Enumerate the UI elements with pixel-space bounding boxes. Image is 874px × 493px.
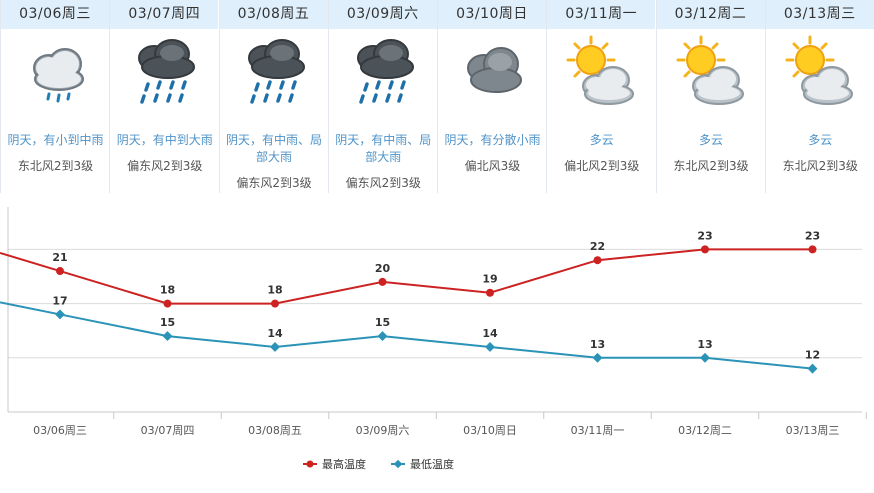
data-point	[486, 288, 494, 297]
data-label: 14	[482, 327, 498, 340]
data-point	[593, 256, 602, 265]
forecast-condition: 多云	[698, 133, 723, 147]
forecast-condition: 阴天，有中雨、局部大雨	[335, 133, 432, 164]
forecast-strip: 03/06周三 阴天，有小到中雨 东北风2到3级 03/07周四 阴天，有中到大雨 偏东风…	[0, 0, 874, 195]
data-label: 14	[267, 327, 283, 340]
series-line	[0, 301, 813, 370]
data-label: 22	[590, 240, 605, 253]
x-tick-label: 03/07周四	[141, 424, 195, 437]
data-label: 15	[375, 316, 390, 329]
x-tick-label: 03/11周一	[571, 424, 625, 437]
forecast-condition: 多云	[808, 133, 833, 147]
cloud-heavy-rain-icon	[128, 34, 202, 108]
data-point	[485, 341, 495, 352]
data-point	[271, 299, 279, 308]
data-point	[808, 245, 817, 254]
x-tick-label: 03/12周二	[678, 424, 732, 437]
forecast-wind: 偏东风2到3级	[127, 159, 203, 173]
data-label: 12	[805, 349, 820, 362]
data-label: 20	[375, 262, 391, 275]
cloud-heavy-rain-icon	[347, 34, 421, 108]
forecast-day: 03/06周三阴天，有小到中雨 东北风2到3级	[0, 0, 109, 193]
forecast-condition: 多云	[589, 133, 614, 147]
data-label: 13	[697, 338, 712, 351]
overcast-cloud-icon	[456, 34, 530, 108]
data-label: 19	[482, 273, 497, 286]
forecast-date: 03/11周一	[547, 0, 656, 29]
series-line	[0, 248, 813, 305]
temperature-chart-svg: 03/06周三 03/07周四 03/08周五 03/09周六 03/10周日 03/11…	[0, 207, 867, 471]
data-label: 18	[267, 284, 282, 297]
forecast-wind: 偏东风2到3级	[236, 176, 312, 190]
forecast-wind: 偏东风2到3级	[345, 176, 421, 190]
forecast-day: 03/12周二多云东北风2到3级	[655, 0, 765, 193]
data-point	[701, 245, 709, 254]
forecast-date: 03/12周二	[656, 0, 765, 29]
data-label: 18	[160, 284, 175, 297]
forecast-wind: 偏北风3级	[464, 159, 521, 173]
data-point	[162, 331, 173, 342]
sun-behind-cloud-icon	[784, 34, 858, 108]
data-point	[55, 309, 65, 320]
data-label: 15	[160, 316, 175, 329]
x-tick-label: 03/09周六	[356, 424, 410, 437]
forecast-day: 03/08周五 阴天，有中雨、局部大雨偏东风2到3级	[218, 0, 328, 193]
forecast-wind: 东北风2到3级	[17, 159, 94, 173]
forecast-day: 03/13周三多云东北风2到3级	[764, 0, 874, 193]
data-point	[270, 341, 280, 352]
data-point	[378, 277, 387, 286]
forecast-date: 03/06周三	[1, 0, 109, 29]
forecast-day: 03/10周日阴天，有分散小雨 偏北风3级	[437, 0, 546, 193]
forecast-date: 03/13周三	[765, 0, 874, 29]
data-point	[592, 352, 603, 363]
data-point	[56, 267, 64, 276]
legend-swatch-marker	[306, 460, 314, 468]
forecast-wind: 偏北风2到3级	[564, 159, 640, 173]
legend-label: 最低温度	[410, 457, 454, 471]
forecast-day: 03/09周六 阴天，有中雨、局部大雨偏东风2到3级	[327, 0, 437, 193]
legend-swatch-marker	[393, 459, 403, 469]
data-label: 23	[805, 229, 820, 242]
legend-label: 最高温度	[322, 457, 366, 471]
x-tick-label: 03/13周三	[786, 424, 840, 437]
forecast-condition: 阴天，有中雨、局部大雨	[225, 133, 322, 164]
x-tick-label: 03/06周三	[33, 424, 87, 437]
forecast-wind: 东北风2到3级	[782, 159, 858, 173]
cloud-heavy-rain-icon	[238, 34, 312, 108]
forecast-wind: 东北风2到3级	[673, 159, 749, 173]
data-point	[807, 363, 818, 374]
sun-behind-cloud-icon	[565, 34, 639, 108]
cloud-light-rain-icon	[19, 34, 93, 108]
data-label: 13	[590, 338, 605, 351]
data-label: 17	[52, 294, 67, 307]
forecast-date: 03/10周日	[438, 0, 546, 29]
data-point	[700, 352, 710, 363]
forecast-date: 03/08周五	[219, 0, 328, 29]
x-tick-label: 03/08周五	[248, 424, 302, 437]
forecast-date: 03/09周六	[328, 0, 437, 29]
data-point	[163, 299, 172, 308]
forecast-day: 03/07周四阴天，有中到大雨 偏东风2到3级	[109, 0, 219, 193]
forecast-day: 03/11周一多云偏北风2到3级	[546, 0, 656, 193]
forecast-condition: 阴天，有中到大雨	[116, 133, 213, 147]
sun-behind-cloud-icon	[675, 34, 749, 108]
forecast-date: 03/07周四	[110, 0, 219, 29]
data-point	[377, 331, 388, 342]
data-label: 23	[697, 229, 712, 242]
x-tick-label: 03/10周日	[463, 424, 517, 437]
forecast-condition: 阴天，有小到中雨	[7, 133, 104, 147]
temperature-chart: 03/06周三 03/07周四 03/08周五 03/09周六 03/10周日 03/11…	[0, 195, 874, 493]
data-label: 21	[52, 251, 67, 264]
forecast-condition: 阴天，有分散小雨	[444, 133, 541, 147]
